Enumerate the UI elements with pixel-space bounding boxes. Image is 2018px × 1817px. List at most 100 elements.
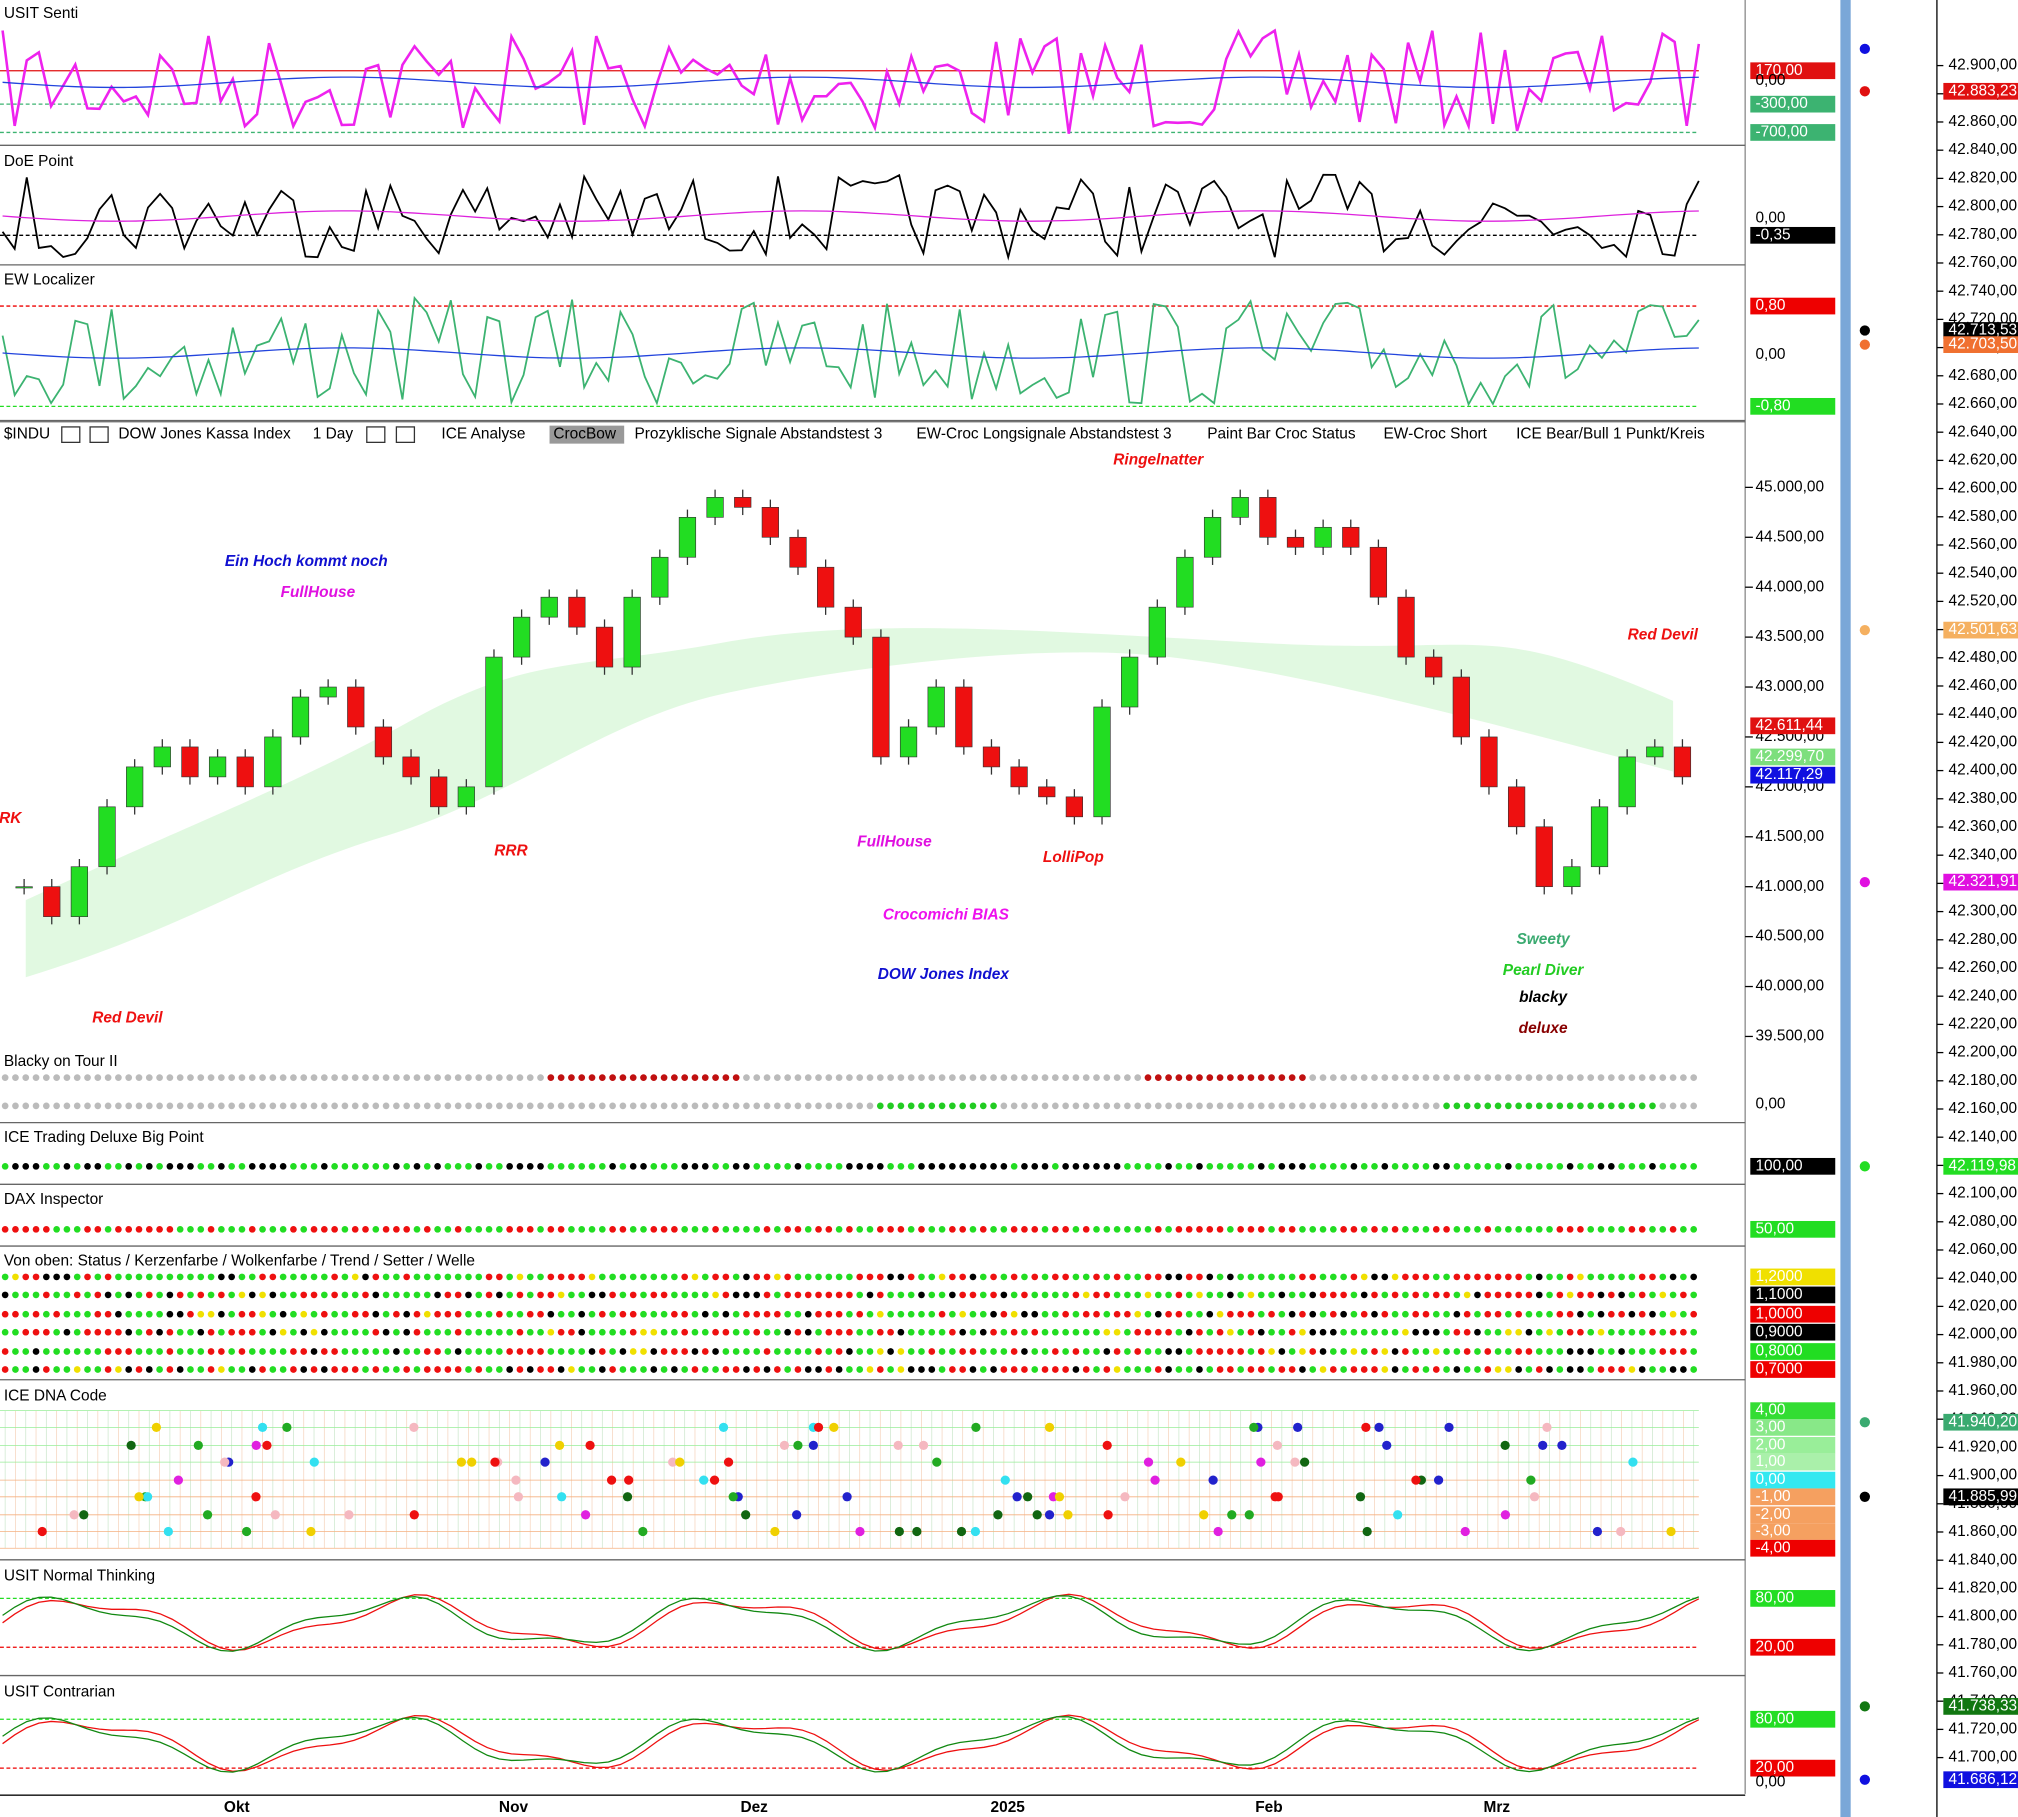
indicator-dot <box>629 1273 637 1281</box>
indicator-dot <box>1278 1074 1286 1081</box>
marker-dot <box>1859 339 1870 350</box>
indicator-dot <box>1638 1162 1646 1170</box>
indicator-dot <box>1134 1366 1142 1373</box>
indicator-dot <box>104 1102 112 1110</box>
indicator-dot <box>300 1162 308 1170</box>
indicator-dot <box>42 1162 50 1170</box>
toolbar-item[interactable]: EW-Croc Short <box>1384 426 1488 443</box>
indicator-dot <box>1360 1348 1368 1355</box>
indicator-dot <box>362 1310 369 1318</box>
toolbar-item[interactable]: DOW Jones Kassa Index <box>118 426 291 443</box>
indicator-dot <box>125 1310 133 1318</box>
indicator-dot <box>1288 1273 1296 1281</box>
dna-dot <box>1411 1475 1421 1485</box>
indicator-dot <box>331 1102 338 1110</box>
toolbar-item[interactable]: Paint Bar Croc Status <box>1207 426 1356 443</box>
indicator-dot <box>1535 1102 1543 1110</box>
indicator-dot <box>990 1273 997 1281</box>
toolbar-item[interactable]: $INDU <box>4 426 50 443</box>
indicator-dot <box>135 1328 143 1336</box>
dropdown[interactable] <box>61 426 81 443</box>
toolbar-item[interactable]: 1 Day <box>313 426 354 443</box>
indicator-dot <box>1093 1225 1100 1233</box>
indicator-dot <box>465 1291 472 1299</box>
indicator-dot <box>22 1366 30 1373</box>
level-label: 80,00 <box>1755 1710 1794 1727</box>
indicator-dot <box>1093 1328 1100 1336</box>
indicator-dot <box>1402 1291 1409 1299</box>
right-axis-label: 41.820,00 <box>1949 1579 2018 1596</box>
dropdown[interactable] <box>366 426 386 443</box>
indicator-dot <box>454 1273 462 1281</box>
indicator-dot <box>578 1074 586 1081</box>
indicator-dot <box>660 1225 668 1233</box>
indicator-dot <box>84 1328 91 1336</box>
indicator-dot <box>773 1225 781 1233</box>
indicator-dot <box>897 1291 905 1299</box>
indicator-dot <box>743 1366 750 1373</box>
indicator-dot <box>1690 1225 1698 1233</box>
indicator-dot <box>1360 1162 1368 1170</box>
indicator-dot <box>1196 1162 1203 1170</box>
indicator-dot <box>423 1102 431 1110</box>
toolbar-item[interactable]: ICE Analyse <box>441 426 525 443</box>
indicator-dot <box>825 1162 833 1170</box>
right-axis-label: 42.480,00 <box>1949 649 2018 666</box>
indicator-dot <box>1257 1273 1265 1281</box>
indicator-dot <box>722 1310 730 1318</box>
indicator-dot <box>125 1328 133 1336</box>
indicator-dot <box>310 1366 318 1373</box>
indicator-dot <box>640 1102 647 1110</box>
indicator-dot <box>990 1291 997 1299</box>
indicator-dot <box>1391 1310 1399 1318</box>
toolbar-button-bg <box>549 425 625 444</box>
indicator-dot <box>1484 1273 1492 1281</box>
indicator-dot <box>1505 1225 1512 1233</box>
candle <box>264 736 282 788</box>
indicator-dot <box>526 1102 534 1110</box>
candle <box>1369 546 1388 598</box>
indicator-dot <box>1690 1310 1698 1318</box>
indicator-dot <box>1031 1366 1039 1373</box>
indicator-dot <box>248 1348 256 1355</box>
candle <box>485 656 503 788</box>
right-axis-label: 42.180,00 <box>1949 1072 2018 1089</box>
indicator-dot <box>938 1291 946 1299</box>
toolbar-item[interactable]: ICE Bear/Bull 1 Punkt/Kreis <box>1516 426 1705 443</box>
indicator-dot <box>928 1291 936 1299</box>
y-tick-label: 43.000,00 <box>1755 678 1824 695</box>
indicator-dot <box>156 1366 163 1373</box>
marker-box <box>1943 1488 2018 1506</box>
indicator-dot <box>125 1074 133 1081</box>
indicator-dot <box>794 1162 802 1170</box>
indicator-dot <box>949 1328 956 1336</box>
indicator-dot <box>444 1074 452 1081</box>
scrollbar[interactable] <box>1840 0 1851 1817</box>
indicator-dot <box>1072 1291 1080 1299</box>
right-axis-label: 42.300,00 <box>1949 903 2018 920</box>
indicator-dot <box>938 1328 946 1336</box>
indicator-dot <box>1505 1162 1512 1170</box>
indicator-dot <box>1618 1074 1625 1081</box>
indicator-dot <box>1196 1348 1203 1355</box>
toolbar-item[interactable]: Prozyklische Signale Abstandstest 3 <box>634 426 882 443</box>
indicator-dot <box>1103 1273 1111 1281</box>
indicator-dot <box>1000 1366 1008 1373</box>
indicator-dot <box>382 1162 390 1170</box>
indicator-dot <box>753 1291 761 1299</box>
indicator-dot <box>197 1328 205 1336</box>
dropdown[interactable] <box>89 426 109 443</box>
indicator-dot <box>1309 1074 1317 1081</box>
candle <box>1038 786 1056 798</box>
indicator-dot <box>269 1074 277 1081</box>
toolbar-item[interactable]: CrocBow <box>553 426 616 443</box>
marker-dot <box>1859 1774 1870 1785</box>
indicator-dot <box>588 1273 596 1281</box>
dropdown[interactable] <box>395 426 416 443</box>
toolbar-item[interactable]: EW-Croc Longsignale Abstandstest 3 <box>916 426 1171 443</box>
indicator-dot <box>629 1225 637 1233</box>
right-axis-label: 42.240,00 <box>1949 987 2018 1004</box>
dna-dot <box>173 1475 184 1485</box>
indicator-dot <box>104 1225 112 1233</box>
indicator-dot <box>1319 1162 1327 1170</box>
